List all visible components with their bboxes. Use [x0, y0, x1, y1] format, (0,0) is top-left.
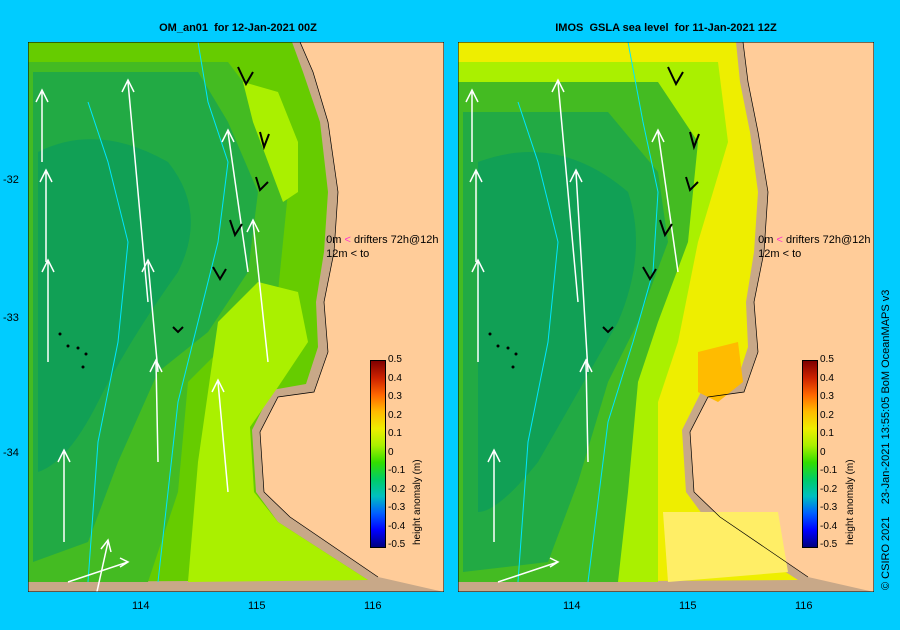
right-colorbar — [802, 360, 818, 548]
current-vectors — [465, 78, 679, 583]
x-tick-left-114: 114 — [132, 600, 150, 612]
x-tick-right-116: 116 — [795, 600, 813, 612]
colorbar-tick-label: -0.5 — [388, 539, 406, 550]
left-colorbar — [370, 360, 386, 548]
contour — [157, 42, 229, 583]
colorbar-tick-label: 0.1 — [388, 428, 402, 439]
colorbar-tick-label: 0.3 — [820, 391, 834, 402]
left-map-panel — [28, 42, 444, 592]
x-tick-right-114: 114 — [563, 600, 581, 612]
colorbar-tick-label: 0.4 — [820, 372, 834, 384]
colorbar-tick-label: -0.2 — [388, 483, 406, 495]
left-legend-row2: 12m < to — [326, 248, 370, 260]
right-colorbar-label: height anomaly (m) — [845, 459, 856, 545]
drifter-dots — [58, 332, 88, 369]
x-tick-right-115: 115 — [679, 600, 697, 612]
shelf-yellow — [663, 512, 788, 582]
right-panel-title: IMOS GSLA sea level for 11-Jan-2021 12Z — [555, 22, 777, 34]
x-tick-left-116: 116 — [364, 600, 382, 612]
contour — [587, 42, 659, 583]
coastline — [259, 42, 379, 578]
colorbar-tick-label: 0.2 — [820, 409, 834, 421]
anomaly-core — [38, 139, 191, 472]
colorbar-tick-label: -0.4 — [388, 520, 406, 532]
coastline — [689, 42, 809, 578]
colorbar-tick-label: 0.5 — [388, 354, 402, 365]
credit-text: © CSIRO 2021 23-Jan-2021 13:55:05 BoM Oc… — [880, 289, 892, 590]
colorbar-tick-label: 0 — [820, 446, 826, 458]
colorbar-tick-label: -0.3 — [820, 502, 838, 513]
warm-anomaly — [698, 342, 743, 402]
right-map-panel — [458, 42, 874, 592]
drifter-tracks — [172, 66, 270, 334]
left-panel-title: OM_an01 for 12-Jan-2021 00Z — [159, 22, 317, 34]
colorbar-tick-label: -0.1 — [820, 465, 838, 476]
colorbar-tick-label: 0.5 — [820, 354, 834, 365]
colorbar-tick-label: 0.1 — [820, 428, 834, 439]
y-tick-34: -34 — [3, 447, 19, 459]
drifter-tracks — [602, 66, 700, 334]
left-legend-row1: 0m < drifters 72h@12h — [326, 234, 439, 246]
colorbar-tick-label: 0.2 — [388, 409, 402, 421]
colorbar-tick-label: 0 — [388, 446, 394, 458]
colorbar-tick-label: -0.5 — [820, 539, 838, 550]
contour — [87, 101, 129, 583]
colorbar-tick-label: -0.3 — [388, 502, 406, 513]
colorbar-tick-label: 0.4 — [388, 372, 402, 384]
nearshore-strip — [243, 82, 298, 202]
anomaly-core — [478, 152, 636, 512]
contour — [517, 101, 559, 583]
y-tick-32: -32 — [3, 174, 19, 186]
colorbar-tick-label: -0.2 — [820, 483, 838, 495]
shelf-water — [188, 282, 368, 582]
current-vectors — [35, 78, 269, 592]
right-legend-row2: 12m < to — [758, 248, 802, 260]
y-tick-33: -33 — [3, 312, 19, 324]
colorbar-tick-label: -0.4 — [820, 520, 838, 532]
left-colorbar-label: height anomaly (m) — [412, 459, 423, 545]
colorbar-tick-label: 0.3 — [388, 391, 402, 402]
colorbar-tick-label: -0.1 — [388, 465, 406, 476]
x-tick-left-115: 115 — [248, 600, 266, 612]
drifter-dots — [488, 332, 518, 369]
right-legend-row1: 0m < drifters 72h@12h — [758, 234, 871, 246]
